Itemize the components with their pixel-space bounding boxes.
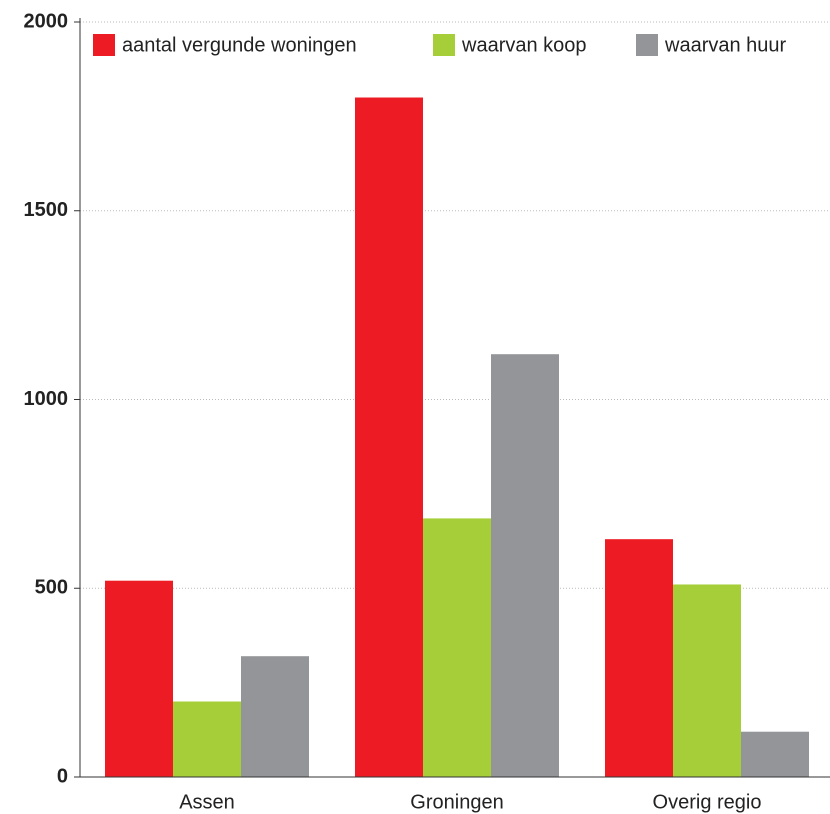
bar [105,580,173,777]
bar [605,539,673,777]
y-tick-label: 1000 [24,388,69,410]
y-tick-label: 1500 [24,199,69,221]
x-tick-label: Overig regio [653,791,762,813]
bar [423,518,491,777]
legend-label: waarvan huur [664,34,787,56]
legend-swatch [433,34,455,56]
y-tick-label: 0 [57,765,68,787]
bar [491,354,559,777]
legend-label: waarvan koop [461,34,587,56]
bar [355,97,423,777]
bar [241,656,309,777]
x-tick-label: Groningen [410,791,503,813]
bar [673,584,741,777]
legend-swatch [636,34,658,56]
y-tick-label: 2000 [24,10,69,32]
y-tick-label: 500 [35,577,68,599]
bar [741,731,809,777]
legend-swatch [93,34,115,56]
x-tick-label: Assen [179,791,235,813]
bar [173,701,241,777]
legend-label: aantal vergunde woningen [122,34,357,56]
